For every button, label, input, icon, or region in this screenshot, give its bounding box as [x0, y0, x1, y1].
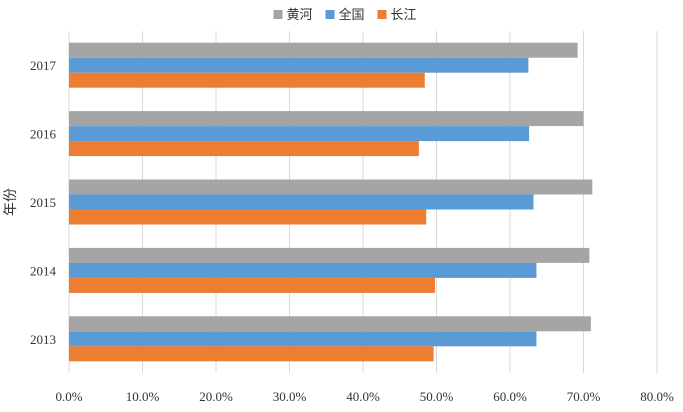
bar-2015-黄河 [69, 179, 593, 195]
x-tick-label: 60.0% [493, 389, 527, 404]
legend-label: 全国 [339, 7, 365, 23]
y-tick-label: 2014 [30, 263, 57, 278]
x-tick-label: 0.0% [55, 389, 82, 404]
legend-label: 长江 [391, 8, 417, 23]
y-tick-labels: 2013 2014 2015 2016 2017 [30, 58, 57, 347]
legend-swatch-黄河 [273, 10, 283, 19]
x-tick-label: 80.0% [640, 389, 674, 404]
bar-2015-全国 [69, 194, 534, 210]
bar-2014-全国 [69, 262, 537, 278]
x-tick-label: 20.0% [199, 389, 233, 404]
x-tick-label: 40.0% [346, 389, 380, 404]
y-axis-title: 年份 [3, 188, 19, 216]
bar-2014-黄河 [69, 247, 590, 263]
y-tick-label: 2017 [30, 58, 57, 73]
x-tick-labels: 0.0% 10.0% 20.0% 30.0% 40.0% 50.0% 60.0% 70.0% 8… [55, 389, 674, 404]
bar-2013-长江 [69, 346, 434, 362]
x-tick-label: 10.0% [126, 389, 160, 404]
bar-2016-黄河 [69, 111, 584, 127]
bar-2015-长江 [69, 209, 427, 225]
x-tick-label: 50.0% [420, 389, 454, 404]
bar-2017-长江 [69, 72, 425, 88]
bar-2013-全国 [69, 331, 537, 347]
legend: 黄河 全国 长江 [273, 7, 417, 23]
bar-2016-全国 [69, 126, 530, 142]
x-tick-label: 70.0% [567, 389, 601, 404]
bar-2013-黄河 [69, 316, 591, 332]
legend-label: 黄河 [287, 8, 313, 23]
bar-2014-长江 [69, 277, 436, 293]
x-tick-label: 30.0% [273, 389, 307, 404]
legend-swatch-长江 [377, 10, 387, 19]
bar-2017-黄河 [69, 42, 578, 58]
bars [69, 42, 593, 362]
legend-swatch-全国 [325, 10, 335, 19]
y-tick-label: 2013 [30, 332, 56, 347]
y-tick-label: 2016 [30, 127, 57, 142]
bar-2016-长江 [69, 141, 419, 157]
bar-2017-全国 [69, 57, 529, 73]
y-tick-label: 2015 [30, 195, 56, 210]
